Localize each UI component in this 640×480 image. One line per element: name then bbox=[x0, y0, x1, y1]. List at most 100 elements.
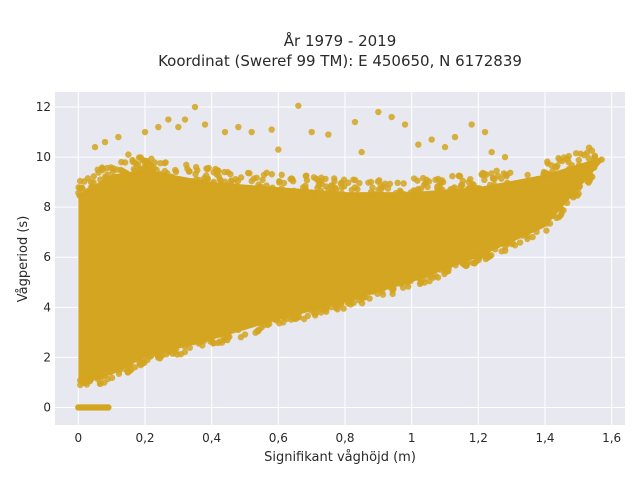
chart-title-line1: År 1979 - 2019 bbox=[284, 31, 397, 50]
data-point bbox=[276, 179, 283, 186]
data-point bbox=[478, 191, 485, 198]
x-tick-label: 0,6 bbox=[269, 431, 288, 445]
data-point bbox=[241, 331, 249, 338]
data-point bbox=[99, 165, 106, 172]
data-point bbox=[278, 185, 285, 192]
data-point bbox=[476, 253, 483, 261]
dense-point-cloud bbox=[78, 157, 602, 383]
data-point bbox=[210, 178, 217, 186]
data-point bbox=[191, 103, 199, 111]
data-point bbox=[250, 175, 258, 182]
data-point bbox=[427, 273, 435, 280]
data-point bbox=[366, 295, 373, 302]
x-tick-label: 1,4 bbox=[535, 431, 554, 445]
data-point bbox=[254, 328, 262, 335]
data-point bbox=[292, 315, 299, 323]
data-point bbox=[416, 280, 424, 288]
data-point bbox=[563, 168, 570, 175]
data-point bbox=[332, 191, 340, 198]
x-tick-label: 1,6 bbox=[602, 431, 621, 445]
data-point bbox=[565, 158, 572, 166]
data-point bbox=[322, 304, 330, 312]
data-point bbox=[85, 190, 92, 198]
data-point bbox=[459, 177, 467, 185]
data-point bbox=[585, 160, 593, 168]
data-point bbox=[378, 288, 386, 295]
data-point bbox=[376, 177, 383, 184]
data-point bbox=[543, 227, 550, 234]
data-point bbox=[122, 177, 130, 184]
data-points bbox=[75, 102, 605, 411]
data-point bbox=[125, 151, 132, 158]
data-point bbox=[406, 194, 414, 202]
data-point bbox=[544, 170, 551, 178]
data-point bbox=[148, 352, 155, 359]
data-point bbox=[469, 184, 477, 191]
data-point bbox=[276, 320, 283, 327]
data-point bbox=[221, 128, 229, 136]
data-point bbox=[482, 188, 490, 195]
data-point bbox=[524, 171, 531, 179]
data-point bbox=[401, 121, 409, 128]
data-point bbox=[202, 179, 209, 187]
data-point bbox=[146, 169, 153, 176]
data-point bbox=[124, 368, 131, 375]
x-tick-label: 1 bbox=[408, 431, 416, 445]
data-point bbox=[227, 170, 234, 178]
data-point bbox=[295, 102, 302, 109]
data-point bbox=[315, 182, 323, 189]
data-point bbox=[184, 165, 191, 172]
data-point bbox=[544, 158, 551, 165]
data-point bbox=[538, 180, 545, 187]
y-tick-label: 2 bbox=[43, 350, 51, 364]
data-point bbox=[481, 128, 489, 136]
data-point bbox=[432, 272, 439, 280]
data-point bbox=[519, 232, 526, 239]
data-point bbox=[502, 182, 510, 189]
data-point bbox=[496, 186, 504, 194]
data-point bbox=[270, 315, 278, 323]
data-point bbox=[442, 192, 449, 200]
data-point bbox=[583, 149, 591, 156]
data-point bbox=[237, 174, 245, 181]
data-point bbox=[498, 175, 505, 182]
data-point bbox=[268, 171, 276, 178]
data-point bbox=[89, 183, 96, 191]
data-point bbox=[485, 252, 493, 260]
data-point bbox=[190, 338, 197, 346]
x-tick-label: 1,2 bbox=[469, 431, 488, 445]
data-point bbox=[381, 180, 389, 187]
data-point bbox=[457, 183, 464, 191]
data-point bbox=[300, 184, 307, 191]
data-point bbox=[491, 245, 499, 253]
y-tick-label: 6 bbox=[43, 250, 51, 264]
data-point bbox=[181, 343, 188, 350]
data-point bbox=[491, 181, 498, 189]
data-point bbox=[555, 154, 562, 162]
data-point bbox=[400, 180, 407, 187]
data-point bbox=[501, 153, 509, 161]
data-point bbox=[167, 179, 175, 187]
data-point bbox=[367, 178, 375, 186]
data-point bbox=[414, 193, 421, 200]
data-point bbox=[181, 348, 189, 356]
data-point bbox=[275, 146, 282, 153]
data-point bbox=[360, 293, 367, 301]
data-point bbox=[412, 187, 419, 195]
data-point bbox=[449, 172, 456, 180]
data-point bbox=[169, 350, 176, 357]
data-point bbox=[141, 128, 149, 136]
data-point bbox=[191, 180, 198, 187]
data-point bbox=[303, 176, 311, 184]
x-axis-ticks: 0 0,2 0,4 0,6 0,8 1 1,2 1,4 1,6 bbox=[75, 431, 622, 445]
data-point bbox=[549, 167, 556, 175]
data-point bbox=[345, 194, 352, 202]
data-point bbox=[358, 148, 365, 156]
data-point bbox=[155, 123, 162, 131]
data-point bbox=[235, 123, 242, 131]
data-point bbox=[175, 179, 182, 187]
chart-title-line2: Koordinat (Sweref 99 TM): E 450650, N 61… bbox=[158, 52, 522, 70]
data-point bbox=[582, 167, 589, 174]
data-point bbox=[130, 165, 138, 173]
data-point bbox=[162, 159, 169, 166]
